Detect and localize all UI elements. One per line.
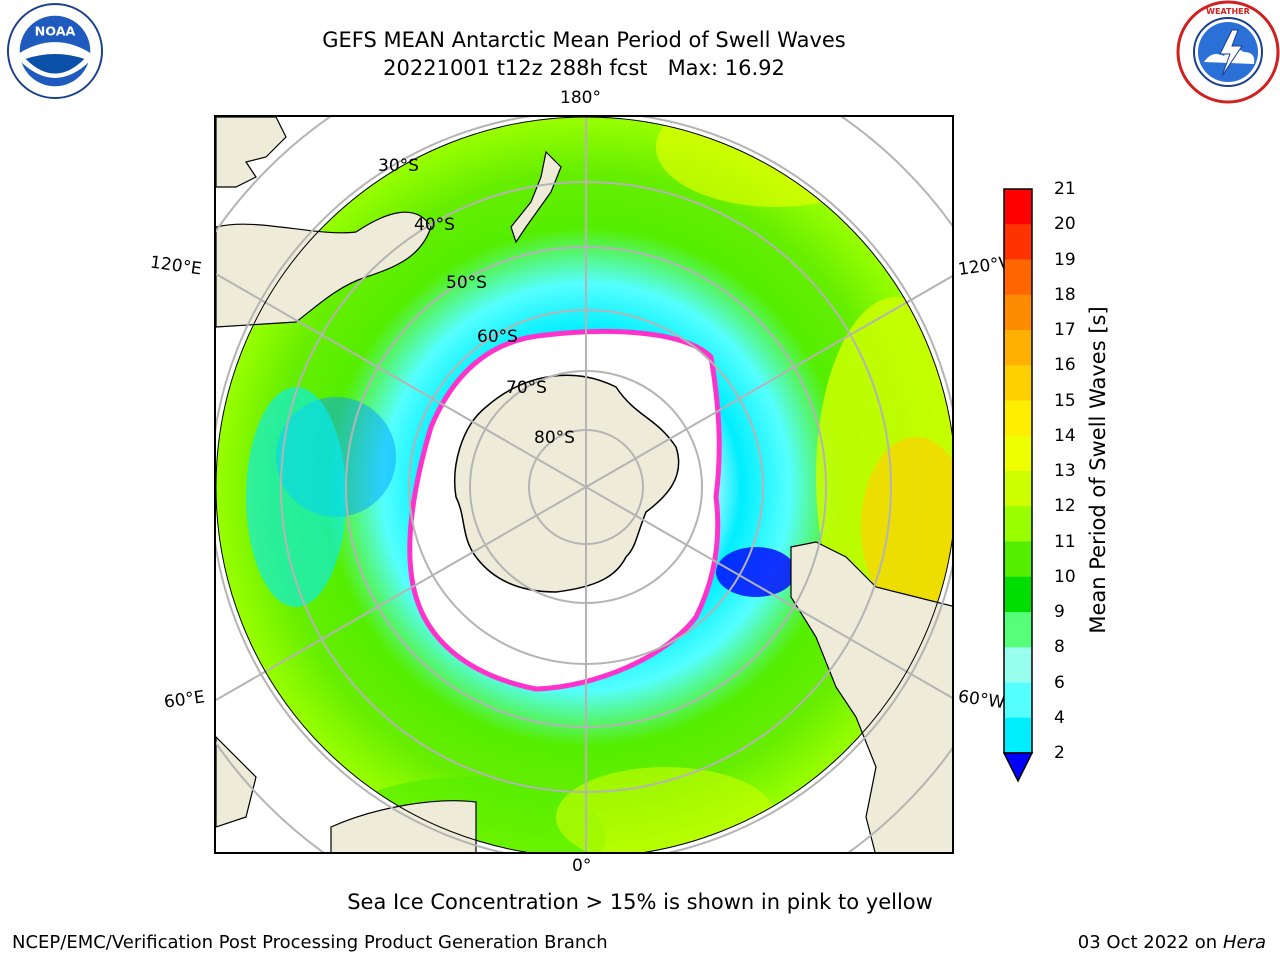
colorbar-tick-label: 9 (1054, 602, 1065, 622)
footer-host: Hera (1222, 932, 1266, 953)
colorbar-tick-label: 11 (1054, 531, 1076, 552)
colorbar-segment (1004, 541, 1032, 578)
colorbar-extend-arrow (1003, 752, 1034, 783)
colorbar-tick-label: 4 (1054, 707, 1065, 728)
colorbar-segment (1004, 294, 1032, 331)
colorbar-segment (1004, 506, 1032, 542)
colorbar-tick-label: 6 (1054, 672, 1065, 693)
chart-title-block: GEFS MEAN Antarctic Mean Period of Swell… (284, 26, 884, 82)
land-australia (216, 211, 432, 328)
lon-label-120e: 120°E (148, 252, 203, 280)
colorbar-segment (1004, 647, 1032, 683)
land-madagascar-region (216, 736, 257, 828)
nws-logo: WEATHER (1176, 0, 1280, 104)
colorbar-tick-label: 8 (1054, 637, 1065, 658)
colorbar-segment (1004, 576, 1032, 613)
colorbar-segment (1004, 189, 1032, 225)
colorbar-segment (1004, 259, 1032, 296)
colorbar-segment (1004, 365, 1032, 401)
lat-label-50: 50°S (446, 273, 487, 293)
lon-label-180: 180° (560, 88, 601, 108)
lat-label-60: 60°S (477, 327, 518, 347)
lat-label-40: 40°S (414, 215, 455, 235)
colorbar-tick-label: 14 (1054, 425, 1076, 446)
sea-ice-caption: Sea Ice Concentration > 15% is shown in … (347, 890, 933, 914)
svg-text:NOAA: NOAA (35, 24, 76, 39)
lat-labels: 30°S 40°S 50°S 60°S 70°S 80°S (378, 156, 575, 448)
lat-label-30: 30°S (378, 156, 419, 176)
polar-map: 30°S 40°S 50°S 60°S 70°S 80°S (216, 117, 952, 852)
colorbar-segment (1004, 612, 1032, 648)
colorbar-tick-label: 17 (1054, 320, 1076, 340)
chart-title: GEFS MEAN Antarctic Mean Period of Swell… (322, 28, 846, 52)
colorbar-segment (1004, 224, 1032, 260)
noaa-logo: NOAA (6, 2, 104, 100)
colorbar-tick-label: 19 (1054, 249, 1076, 270)
land-south-america (790, 541, 952, 852)
colorbar-label: Mean Period of Swell Waves [s] (1086, 306, 1110, 634)
colorbar-tick-label: 21 (1054, 179, 1076, 199)
colorbar-tick-label: 2 (1054, 743, 1065, 763)
land-australia-north (216, 117, 287, 188)
colorbar-segment (1004, 330, 1032, 366)
colorbar-tick-label: 15 (1054, 390, 1076, 411)
colorbar-segment (1004, 400, 1032, 437)
colorbar-segments (1004, 189, 1032, 754)
colorbar (1003, 188, 1034, 783)
colorbar-tick-label: 12 (1054, 496, 1076, 517)
colorbar-segment (1004, 717, 1032, 754)
svg-text:WEATHER: WEATHER (1206, 7, 1250, 16)
colorbar-tick-label: 20 (1054, 214, 1076, 235)
map-panel: 30°S 40°S 50°S 60°S 70°S 80°S (214, 115, 954, 854)
footer-date-text: 03 Oct 2022 on (1077, 932, 1218, 953)
colorbar-tick-label: 18 (1054, 284, 1076, 305)
colorbar-segment (1004, 471, 1032, 507)
colorbar-tick-label: 10 (1054, 566, 1076, 587)
footer-date: 03 Oct 2022 on Hera (1078, 932, 1266, 953)
lon-label-60e: 60°E (162, 687, 207, 713)
graticule (216, 117, 952, 852)
lon-label-0: 0° (572, 856, 592, 876)
lat-label-80: 80°S (534, 428, 575, 448)
footer-org: NCEP/EMC/Verification Post Processing Pr… (12, 932, 608, 953)
land-africa (330, 800, 477, 852)
lat-label-70: 70°S (506, 378, 547, 398)
colorbar-segment (1004, 435, 1032, 472)
colorbar-tick-label: 13 (1054, 461, 1076, 481)
colorbar-segment (1004, 682, 1032, 719)
colorbar-tick-label: 16 (1054, 355, 1076, 376)
antarctica-land (454, 374, 680, 593)
chart-subtitle: 20221001 t12z 288h fcst Max: 16.92 (383, 56, 785, 80)
lon-label-60w: 60°W (956, 686, 1007, 714)
